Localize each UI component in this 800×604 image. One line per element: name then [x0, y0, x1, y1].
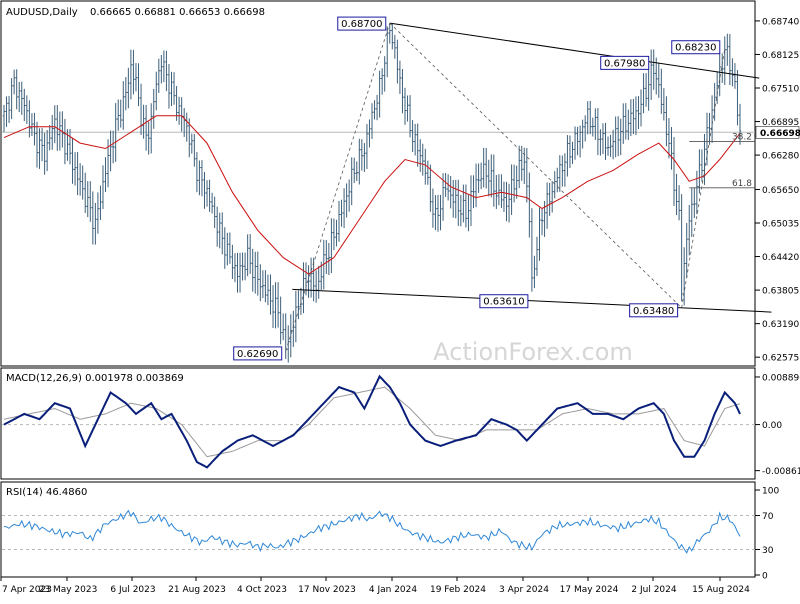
macd-tick-label: 0.00 — [762, 421, 782, 431]
price-callout-box — [233, 346, 283, 361]
macd-tick-label: -0.008612 — [762, 467, 800, 477]
rsi-tick-label: 30 — [762, 546, 774, 556]
x-tick-label: 4 Jan 2024 — [369, 585, 417, 595]
fib-swing-2 — [389, 22, 682, 309]
price-panel: AUDUSD,Daily 0.66665 0.66881 0.66653 0.6… — [0, 0, 800, 367]
x-tick-label: 7 Apr 2023 — [2, 585, 52, 595]
rsi-tick-label: 70 — [762, 512, 774, 522]
price-callout-label: 0.62690 — [237, 349, 278, 360]
macd-title: MACD(12,26,9) 0.001978 0.003869 — [6, 373, 184, 384]
fib-level-label: 38.2 — [732, 132, 752, 142]
x-tick-label: 2 Jul 2024 — [631, 585, 676, 595]
price-callout-box — [479, 294, 529, 309]
price-panel-frame — [0, 0, 756, 367]
macd-y-axis: 0.008896 0.00 -0.008612 — [755, 373, 800, 477]
price-tick-label: 0.67510 — [762, 85, 799, 95]
x-tick-label: 6 Jul 2023 — [110, 585, 155, 595]
price-callout-box — [600, 55, 650, 70]
support-trendline — [292, 288, 772, 313]
price-tick-label: 0.68740 — [762, 17, 799, 27]
ohlc-label: 0.66665 0.66881 0.66653 0.66698 — [90, 7, 265, 18]
price-tick-label: 0.64420 — [762, 253, 799, 263]
rsi-panel: RSI(14) 46.4860 100 70 30 0 — [0, 481, 779, 582]
macd-tick-label: 0.008896 — [762, 373, 800, 383]
ohlc-bars — [2, 23, 742, 363]
rsi-tick-label: 100 — [762, 487, 779, 497]
price-tick-label: 0.65650 — [762, 186, 799, 196]
price-callout-label: 0.63610 — [483, 297, 524, 308]
x-tick-label: 3 Apr 2024 — [499, 585, 549, 595]
ema-line — [3, 115, 741, 275]
rsi-y-axis: 100 70 30 0 — [755, 487, 779, 582]
price-tick-label: 0.62575 — [762, 354, 799, 364]
current-price-box — [755, 126, 800, 139]
rsi-series-layer — [2, 509, 755, 554]
x-tick-label: 23 May 2023 — [39, 585, 98, 595]
price-tick-label: 0.63805 — [762, 287, 799, 297]
macd-line — [3, 374, 741, 469]
price-callout-box — [629, 303, 679, 318]
price-series-layer: 38.2 61.8 0.68700 0.67980 0.68230 0.63610 0.63… — [2, 16, 772, 363]
price-tick-label: 0.66895 — [762, 118, 799, 128]
macd-panel: MACD(12,26,9) 0.001978 0.003869 0.008896… — [0, 367, 800, 480]
price-callout-label: 0.67980 — [604, 58, 645, 69]
watermark: ActionForex.com — [433, 338, 633, 366]
price-tick-label: 0.68125 — [762, 51, 799, 61]
x-tick-label: 17 May 2024 — [560, 585, 619, 595]
x-tick-label: 15 Aug 2024 — [692, 585, 750, 595]
rsi-title: RSI(14) 46.4860 — [6, 487, 87, 498]
price-callout-box — [337, 16, 387, 31]
rsi-line — [3, 509, 741, 554]
price-callout-label: 0.68700 — [341, 19, 382, 30]
price-tick-label: 0.63190 — [762, 320, 799, 330]
resistance-trendline — [389, 22, 760, 79]
macd-panel-frame — [0, 367, 756, 480]
price-callout-label: 0.63480 — [633, 306, 674, 317]
x-tick-label: 19 Feb 2024 — [430, 585, 486, 595]
price-callout-label: 0.68230 — [675, 43, 716, 54]
macd-series-layer — [2, 374, 755, 469]
price-tick-label: 0.65035 — [762, 220, 799, 230]
x-tick-label: 17 Nov 2023 — [298, 585, 356, 595]
rsi-panel-frame — [0, 481, 756, 578]
current-price-label: 0.66698 — [760, 129, 800, 139]
symbol-label: AUDUSD,Daily — [6, 7, 78, 18]
rsi-tick-label: 0 — [762, 572, 768, 582]
price-tick-label: 0.66280 — [762, 152, 799, 162]
price-y-axis: 0.68740 0.68125 0.67510 0.66895 0.66280 0.656… — [755, 17, 800, 364]
price-callout-box — [671, 40, 721, 55]
x-tick-label: 4 Oct 2023 — [237, 585, 287, 595]
fib-level-label: 61.8 — [732, 179, 752, 189]
x-tick-label: 21 Aug 2023 — [168, 585, 226, 595]
fib-swing-3 — [681, 48, 726, 308]
